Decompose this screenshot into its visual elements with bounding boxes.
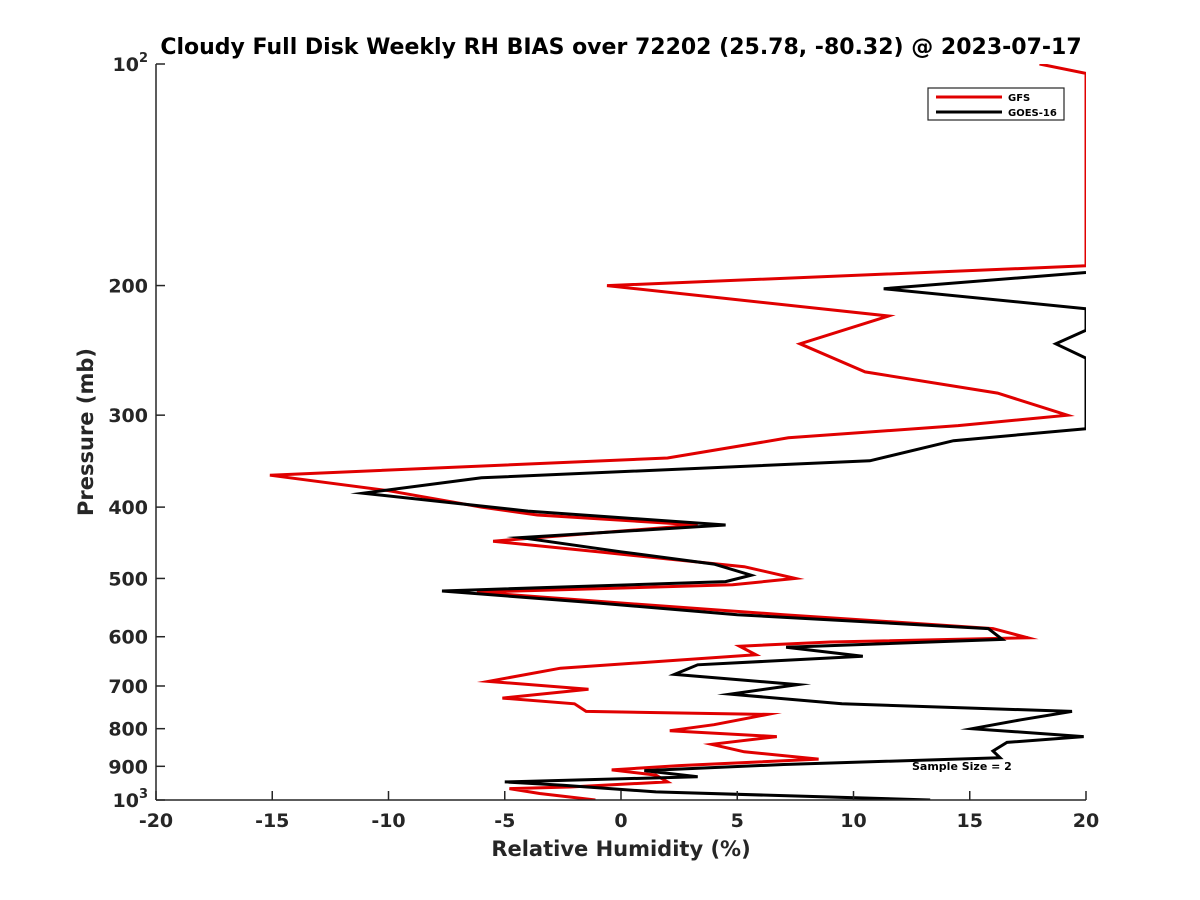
x-tick-label: 20 <box>1073 810 1099 832</box>
series-line-goes-16 <box>350 271 1086 800</box>
x-tick-label: -5 <box>494 810 515 832</box>
series-line-gfs <box>269 64 1086 800</box>
y-tick-label: 400 <box>108 497 148 519</box>
x-tick-label: 0 <box>614 810 627 832</box>
x-tick-label: 10 <box>840 810 866 832</box>
y-tick-label: 200 <box>108 276 148 298</box>
series-layer <box>269 64 1086 800</box>
y-tick-label: 103 <box>113 787 149 812</box>
y-tick-label: 500 <box>108 568 148 590</box>
y-tick-label: 102 <box>113 51 149 76</box>
x-tick-label: -15 <box>255 810 289 832</box>
y-tick-label: 600 <box>108 627 148 649</box>
y-tick-label: 700 <box>108 676 148 698</box>
legend-label: GFS <box>1008 93 1030 104</box>
axes <box>155 64 1086 801</box>
x-ticks: -20 -15 -10 -5 0 5 10 15 20 <box>139 791 1099 832</box>
y-ticks: 102 200 300 400 500 600 700 800 900 103 <box>108 51 165 812</box>
chart-title: Cloudy Full Disk Weekly RH BIAS over 722… <box>160 35 1081 60</box>
x-tick-label: -10 <box>371 810 405 832</box>
y-tick-label: 800 <box>108 719 148 741</box>
legend-box <box>927 87 1065 121</box>
x-tick-label: -20 <box>139 810 173 832</box>
legend: GFS GOES-16 <box>927 87 1065 121</box>
legend-label: GOES-16 <box>1008 108 1057 119</box>
x-axis-label: Relative Humidity (%) <box>491 837 750 861</box>
y-tick-label: 300 <box>108 405 148 427</box>
x-tick-label: 5 <box>731 810 744 832</box>
y-tick-label: 900 <box>108 756 148 778</box>
sample-size-annotation: Sample Size = 2 <box>912 760 1012 773</box>
y-axis-label: Pressure (mb) <box>74 348 98 516</box>
x-tick-label: 15 <box>957 810 983 832</box>
